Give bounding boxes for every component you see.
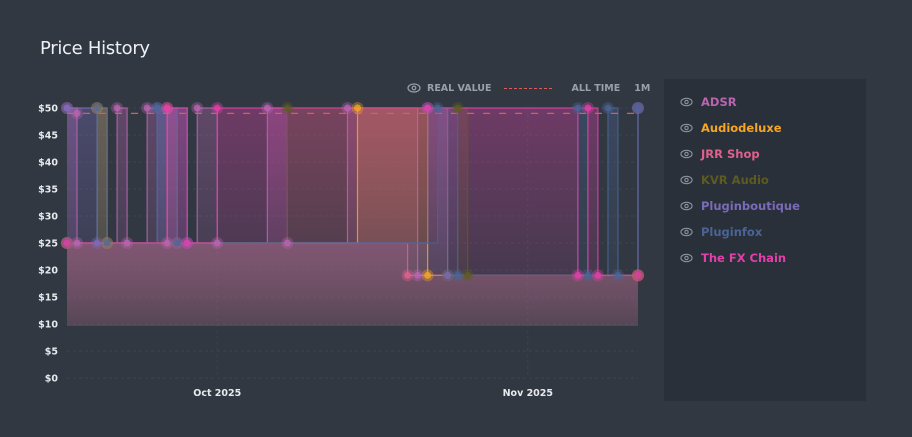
- data-point: [213, 104, 221, 112]
- legend-label: JRR Shop: [701, 147, 760, 161]
- data-point: [213, 239, 221, 247]
- data-point: [584, 104, 592, 112]
- eye-icon[interactable]: [680, 123, 693, 133]
- data-point: [444, 271, 452, 279]
- legend-label: KVR Audio: [701, 173, 769, 187]
- data-point: [263, 104, 271, 112]
- range-all-time-button[interactable]: ALL TIME: [571, 82, 621, 94]
- eye-icon[interactable]: [680, 175, 693, 185]
- legend-item-audiodeluxe[interactable]: Audiodeluxe: [680, 121, 782, 135]
- data-point: [63, 104, 71, 112]
- real-value-line-sample: [503, 87, 552, 89]
- legend-label: Pluginboutique: [701, 199, 800, 213]
- eye-icon[interactable]: [680, 97, 693, 107]
- y-tick: $5: [45, 347, 58, 358]
- y-tick: $10: [38, 320, 58, 331]
- data-point: [113, 104, 121, 112]
- real-value-toggle[interactable]: REAL VALUE: [427, 82, 492, 94]
- data-point: [454, 104, 462, 112]
- legend-item-kvr-audio[interactable]: KVR Audio: [680, 173, 769, 187]
- x-tick: Nov 2025: [503, 388, 553, 399]
- data-point: [283, 104, 291, 112]
- data-point: [414, 271, 422, 279]
- data-point: [454, 271, 462, 279]
- data-point: [404, 271, 412, 279]
- data-point: [343, 104, 351, 112]
- data-point: [584, 271, 592, 279]
- data-point: [173, 239, 181, 247]
- y-tick: $25: [38, 239, 58, 250]
- legend-label: The FX Chain: [701, 251, 787, 265]
- legend-item-the-fx-chain[interactable]: The FX Chain: [680, 251, 786, 265]
- legend-item-jrr-shop[interactable]: JRR Shop: [680, 147, 760, 161]
- data-point: [614, 271, 622, 279]
- y-tick: $15: [38, 293, 58, 304]
- data-point: [153, 104, 161, 112]
- y-tick: $35: [38, 185, 58, 196]
- legend-item-pluginboutique[interactable]: Pluginboutique: [680, 199, 800, 213]
- y-tick: $20: [38, 266, 58, 277]
- data-point: [634, 104, 642, 112]
- legend-label: Audiodeluxe: [701, 121, 782, 135]
- page-title: Price History: [40, 38, 150, 59]
- eye-icon[interactable]: [680, 149, 693, 159]
- y-tick: $30: [38, 212, 58, 223]
- data-point: [143, 104, 151, 112]
- y-tick: $40: [38, 158, 58, 169]
- y-tick: $45: [38, 131, 58, 142]
- data-point: [183, 239, 191, 247]
- data-point: [574, 104, 582, 112]
- eye-icon[interactable]: [407, 82, 421, 94]
- data-point: [354, 104, 362, 112]
- data-point: [193, 104, 201, 112]
- data-point: [574, 271, 582, 279]
- x-tick: Oct 2025: [193, 388, 241, 399]
- legend-item-adsr[interactable]: ADSR: [680, 95, 737, 109]
- data-point: [594, 271, 602, 279]
- data-point: [163, 104, 171, 112]
- data-point: [123, 239, 131, 247]
- y-tick: $50: [38, 104, 58, 115]
- data-point: [634, 271, 642, 279]
- data-point: [604, 104, 612, 112]
- data-point: [163, 239, 171, 247]
- data-point: [283, 239, 291, 247]
- legend-label: ADSR: [701, 95, 737, 109]
- data-point: [93, 104, 101, 112]
- legend-item-pluginfox[interactable]: Pluginfox: [680, 225, 762, 239]
- data-point: [424, 271, 432, 279]
- y-tick: $0: [45, 374, 59, 385]
- data-point: [424, 104, 432, 112]
- range-1m-button[interactable]: 1M: [634, 82, 651, 94]
- data-point: [464, 271, 472, 279]
- eye-icon[interactable]: [680, 253, 693, 263]
- data-point: [93, 239, 101, 247]
- data-point: [73, 109, 81, 117]
- series-line-adsr: [67, 107, 639, 276]
- data-point: [103, 239, 111, 247]
- series-area-the-fx-chain: [67, 108, 638, 326]
- legend: ADSR Audiodeluxe JRR Shop KVR Audio Plug…: [664, 79, 866, 401]
- data-point: [434, 104, 442, 112]
- data-point: [73, 239, 81, 247]
- data-point: [63, 239, 71, 247]
- legend-label: Pluginfox: [701, 225, 763, 239]
- eye-icon[interactable]: [680, 201, 693, 211]
- eye-icon[interactable]: [680, 227, 693, 237]
